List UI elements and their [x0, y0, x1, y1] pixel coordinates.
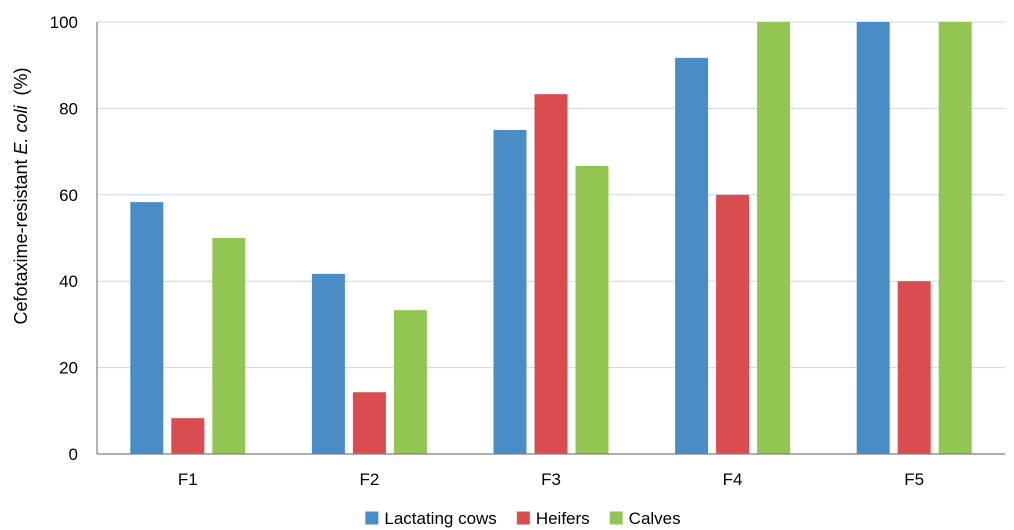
bar-lactating-cows-f3 [493, 130, 527, 454]
y-tick-label: 20 [59, 359, 78, 378]
bar-heifers-f1 [171, 418, 205, 454]
legend: Lactating cows Heifers Calves [365, 509, 681, 528]
bar-heifers-f4 [716, 194, 750, 455]
bar-heifers-f5 [897, 281, 931, 454]
legend-swatch [516, 511, 530, 525]
bars [130, 22, 972, 455]
legend-label: Calves [629, 509, 681, 528]
y-tick-label: 0 [69, 445, 78, 464]
bar-lactating-cows-f2 [311, 273, 345, 454]
legend-label: Heifers [536, 509, 590, 528]
legend-swatch [609, 511, 623, 525]
legend-label: Lactating cows [384, 509, 496, 528]
x-tick-label: F2 [359, 470, 379, 489]
y-axis-title: Cefotaxime-resistant E. coli (%) [11, 67, 31, 324]
y-tick-label: 40 [59, 272, 78, 291]
x-tick-label: F4 [723, 470, 743, 489]
y-tick-label: 80 [59, 99, 78, 118]
x-tick-label: F5 [904, 470, 924, 489]
x-tick-label: F3 [541, 470, 561, 489]
bar-calves-f2 [393, 310, 427, 454]
bar-heifers-f2 [352, 392, 386, 454]
legend-swatch [365, 511, 379, 525]
x-tick-labels: F1 F2 F3 F4 F5 [178, 470, 924, 489]
bar-calves-f1 [212, 238, 246, 454]
axes [96, 22, 1005, 455]
bar-lactating-cows-f1 [130, 202, 164, 454]
x-tick-label: F1 [178, 470, 198, 489]
bar-lactating-cows-f4 [675, 57, 709, 455]
bar-lactating-cows-f5 [856, 22, 890, 454]
bar-heifers-f3 [534, 94, 568, 455]
y-tick-label: 60 [59, 186, 78, 205]
legend-item-calves: Calves [609, 509, 681, 528]
legend-item-heifers: Heifers [516, 509, 590, 528]
bar-calves-f4 [757, 22, 791, 454]
legend-item-lactating-cows: Lactating cows [365, 509, 497, 528]
bar-calves-f5 [938, 22, 972, 454]
y-tick-labels: 0 20 40 60 80 100 [50, 13, 78, 464]
y-tick-label: 100 [50, 13, 78, 32]
bar-calves-f3 [575, 165, 609, 454]
